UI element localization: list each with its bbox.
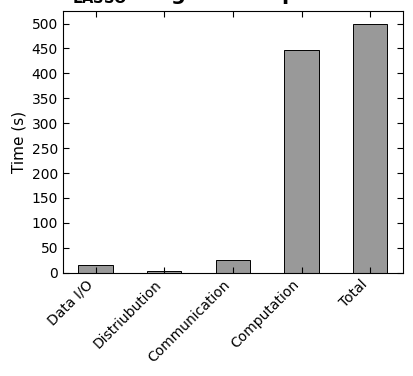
Title: $\mathbf{UoI}$$_{\mathbf{LASSO}}$$\mathbf{\ Single\ Node\ performance}$: $\mathbf{UoI}$$_{\mathbf{LASSO}}$$\mathb… xyxy=(33,0,413,6)
Y-axis label: Time (s): Time (s) xyxy=(11,111,26,173)
Bar xyxy=(284,50,318,273)
Bar xyxy=(147,271,181,273)
Bar xyxy=(352,24,387,273)
Bar xyxy=(215,260,249,273)
Bar xyxy=(78,265,112,273)
